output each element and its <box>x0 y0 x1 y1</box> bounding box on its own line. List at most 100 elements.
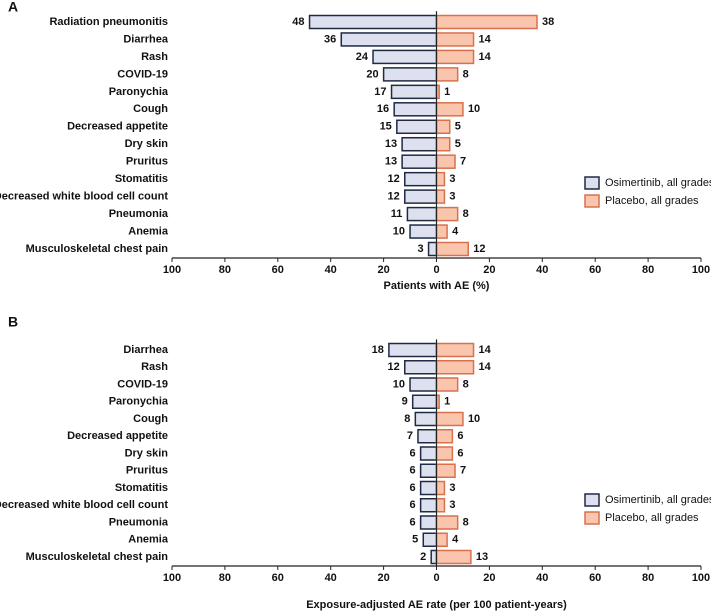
bar <box>401 136 438 152</box>
value-label: 20 <box>366 68 378 80</box>
category-label: COVID-19 <box>117 68 168 80</box>
legend-label: Osimertinib, all grades <box>605 177 711 189</box>
x-tick-label: 60 <box>272 572 284 584</box>
value-label: 10 <box>393 378 405 390</box>
category-label: Stomatitis <box>115 482 168 494</box>
bar <box>419 480 438 496</box>
category-label: Dry skin <box>125 447 169 459</box>
category-label: Anemia <box>128 534 169 546</box>
x-tick-label: 100 <box>163 572 181 584</box>
value-label: 14 <box>479 33 492 45</box>
bar <box>435 171 446 187</box>
bar <box>435 429 454 444</box>
value-label: 18 <box>372 344 384 356</box>
value-label: 11 <box>391 208 403 220</box>
bar <box>411 394 438 409</box>
bar <box>409 377 438 392</box>
bar <box>435 360 475 375</box>
value-label: 5 <box>455 121 461 133</box>
value-label: 13 <box>385 156 397 168</box>
value-label: 14 <box>479 361 492 373</box>
value-label: 48 <box>292 16 304 28</box>
x-tick-label: 40 <box>325 572 337 584</box>
x-tick-label: 0 <box>433 572 439 584</box>
value-label: 6 <box>410 516 416 528</box>
value-label: 3 <box>449 191 455 203</box>
value-label: 5 <box>455 138 461 150</box>
bar <box>308 14 438 30</box>
bar <box>435 224 448 239</box>
bar <box>435 446 454 461</box>
bar <box>435 119 451 135</box>
bar <box>435 480 446 496</box>
bar <box>435 189 446 204</box>
bar <box>396 119 438 135</box>
bar <box>414 411 438 427</box>
x-tick-label: 60 <box>272 264 284 276</box>
bar <box>435 463 456 478</box>
value-label: 12 <box>473 243 485 255</box>
value-label: 10 <box>468 413 480 425</box>
value-label: 1 <box>444 86 450 98</box>
bar <box>435 67 459 82</box>
category-label: Musculoskeletal chest pain <box>26 551 169 563</box>
x-tick-label: 100 <box>692 264 710 276</box>
bar <box>404 171 438 187</box>
value-label: 12 <box>388 191 400 203</box>
value-label: 12 <box>388 361 400 373</box>
value-label: 36 <box>324 33 336 45</box>
value-label: 16 <box>377 103 389 115</box>
category-label: Cough <box>133 413 168 425</box>
x-tick-label: 100 <box>692 572 710 584</box>
bar <box>409 224 438 239</box>
value-label: 8 <box>463 378 469 390</box>
value-label: 1 <box>444 396 450 408</box>
bar <box>435 498 446 513</box>
x-tick-label: 40 <box>325 264 337 276</box>
value-label: 4 <box>452 534 459 546</box>
bar <box>422 532 438 547</box>
bar <box>435 154 456 169</box>
category-label: Rash <box>141 51 168 63</box>
x-tick-label: 20 <box>377 264 389 276</box>
bar <box>404 189 438 204</box>
x-tick-label: 40 <box>536 264 548 276</box>
category-label: Musculoskeletal chest pain <box>26 243 169 255</box>
value-label: 3 <box>449 499 455 511</box>
legend-swatch <box>584 511 600 525</box>
category-label: Rash <box>141 361 168 373</box>
category-label: Decreased appetite <box>67 430 168 442</box>
x-tick-label: 20 <box>483 264 495 276</box>
bar <box>393 102 438 117</box>
category-label: Cough <box>133 103 168 115</box>
category-label: Diarrhea <box>123 344 169 356</box>
x-axis-label: Patients with AE (%) <box>384 280 490 292</box>
bar <box>419 498 438 513</box>
x-tick-label: 100 <box>163 264 181 276</box>
bar <box>419 446 438 461</box>
value-label: 6 <box>410 499 416 511</box>
bar <box>388 342 438 358</box>
value-label: 8 <box>463 68 469 80</box>
category-label: Decreased white blood cell count <box>0 499 168 511</box>
bar <box>435 14 538 30</box>
value-label: 10 <box>468 103 480 115</box>
bar <box>406 206 438 222</box>
panel-label: A <box>8 0 18 15</box>
legend-swatch <box>584 493 600 507</box>
bar <box>435 206 459 222</box>
value-label: 6 <box>410 465 416 477</box>
value-label: 3 <box>417 243 423 255</box>
category-label: Paronychia <box>109 86 169 98</box>
x-tick-label: 80 <box>219 264 231 276</box>
value-label: 3 <box>449 482 455 494</box>
x-tick-label: 80 <box>642 572 654 584</box>
value-label: 7 <box>407 430 413 442</box>
category-label: Decreased appetite <box>67 121 168 133</box>
category-label: Radiation pneumonitis <box>49 16 168 28</box>
legend-label: Osimertinib, all grades <box>605 494 711 506</box>
bar <box>435 377 459 392</box>
value-label: 6 <box>410 482 416 494</box>
category-label: Paronychia <box>109 396 169 408</box>
value-label: 7 <box>460 465 466 477</box>
